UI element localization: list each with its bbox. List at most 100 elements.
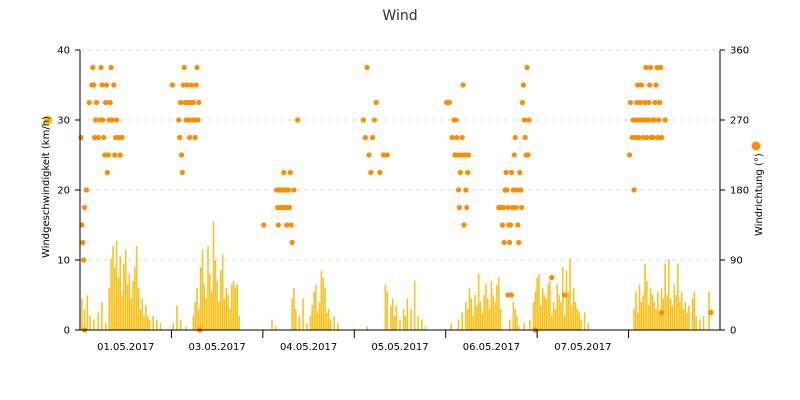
right-tick-label: 180 bbox=[730, 186, 749, 197]
speed-bar bbox=[693, 291, 696, 330]
direction-point bbox=[99, 82, 105, 88]
speed-bar bbox=[421, 319, 423, 330]
direction-point bbox=[459, 134, 465, 141]
direction-point bbox=[457, 169, 463, 176]
x-axis-ticks: 01.05.2017 03.05.2017 04.05.2017 05.05.2017… bbox=[97, 330, 630, 353]
speed-bar bbox=[677, 263, 679, 330]
speed-bar bbox=[391, 298, 394, 330]
speed-bar bbox=[658, 312, 661, 330]
speed-bar bbox=[671, 305, 674, 330]
direction-point bbox=[179, 169, 185, 176]
direction-point bbox=[117, 152, 123, 158]
direction-point bbox=[98, 64, 104, 71]
speed-bar bbox=[126, 284, 129, 330]
speed-bar bbox=[223, 298, 226, 330]
speed-bar bbox=[216, 281, 218, 330]
speed-bar bbox=[516, 316, 518, 330]
speed-bar bbox=[550, 316, 553, 330]
speed-bar bbox=[143, 316, 145, 330]
speed-bar bbox=[549, 281, 551, 330]
speed-bar bbox=[673, 284, 676, 330]
direction-point bbox=[188, 82, 195, 88]
x-tick-label: 05.05.2017 bbox=[371, 342, 428, 353]
speed-bar bbox=[649, 288, 652, 330]
speed-bar bbox=[576, 309, 579, 330]
speed-bar bbox=[232, 281, 235, 330]
direction-point bbox=[525, 152, 531, 158]
speed-bar bbox=[536, 277, 538, 330]
direction-point bbox=[643, 64, 649, 71]
speed-bar bbox=[203, 284, 206, 330]
speed-bar bbox=[110, 258, 112, 330]
direction-point bbox=[178, 152, 185, 158]
direction-point bbox=[92, 117, 99, 123]
direction-point bbox=[295, 117, 301, 123]
direction-point bbox=[464, 204, 470, 211]
direction-point bbox=[503, 169, 509, 176]
speed-bar bbox=[514, 309, 516, 330]
speed-bar bbox=[117, 277, 120, 330]
speed-bar bbox=[152, 316, 154, 330]
speed-bar bbox=[560, 302, 562, 330]
speed-bar bbox=[221, 254, 224, 330]
speed-bar bbox=[209, 274, 211, 330]
left-tick-label: 30 bbox=[57, 116, 70, 127]
direction-point bbox=[285, 187, 292, 193]
speed-bar bbox=[532, 302, 535, 330]
speed-bar bbox=[424, 326, 427, 330]
speed-bar bbox=[633, 309, 635, 330]
speed-bar bbox=[123, 263, 125, 330]
x-tick-label: 04.05.2017 bbox=[280, 342, 337, 353]
speed-bar bbox=[390, 305, 392, 330]
direction-point bbox=[524, 64, 530, 71]
speed-bar bbox=[702, 316, 705, 330]
direction-point bbox=[513, 204, 519, 211]
speed-bar bbox=[688, 305, 690, 330]
direction-point bbox=[119, 134, 125, 141]
left-tick-label: 20 bbox=[57, 186, 70, 197]
direction-point bbox=[507, 239, 513, 246]
direction-point bbox=[508, 169, 515, 176]
speed-bar bbox=[198, 309, 200, 330]
speed-bar bbox=[172, 323, 175, 330]
speed-bar bbox=[483, 295, 485, 330]
direction-point bbox=[522, 134, 528, 141]
direction-point bbox=[169, 82, 175, 88]
speed-bar bbox=[309, 316, 312, 330]
direction-point bbox=[653, 82, 659, 88]
speed-bar bbox=[558, 295, 560, 330]
speed-bar bbox=[326, 312, 328, 330]
speed-bar bbox=[227, 295, 229, 330]
speed-bar bbox=[101, 302, 103, 330]
direction-point bbox=[81, 257, 87, 263]
speed-bar bbox=[274, 326, 277, 330]
right-axis-title: Windrichtung (°) bbox=[754, 153, 765, 236]
direction-point bbox=[102, 152, 108, 158]
direction-point bbox=[91, 82, 97, 88]
speed-bar bbox=[695, 316, 698, 330]
direction-point bbox=[78, 134, 84, 141]
speed-bar bbox=[128, 274, 131, 330]
speed-bar bbox=[324, 288, 326, 330]
direction-point bbox=[461, 222, 467, 228]
direction-point bbox=[519, 204, 525, 211]
direction-point bbox=[187, 134, 193, 141]
speed-bar bbox=[214, 260, 217, 330]
speed-bar bbox=[657, 291, 659, 330]
direction-point bbox=[561, 292, 568, 298]
speed-bar bbox=[485, 284, 487, 330]
direction-point bbox=[640, 134, 646, 141]
speed-bar bbox=[121, 295, 123, 330]
direction-point bbox=[112, 152, 118, 158]
speed-bar bbox=[572, 288, 575, 330]
direction-point bbox=[500, 204, 506, 211]
speed-bar bbox=[556, 284, 559, 330]
direction-point bbox=[644, 134, 650, 141]
speed-bar bbox=[682, 309, 685, 330]
direction-point bbox=[177, 134, 183, 141]
speed-bar bbox=[541, 288, 544, 330]
direction-point bbox=[184, 82, 190, 88]
direction-point bbox=[191, 117, 197, 123]
direction-point bbox=[549, 274, 555, 281]
speed-bar bbox=[179, 319, 182, 330]
